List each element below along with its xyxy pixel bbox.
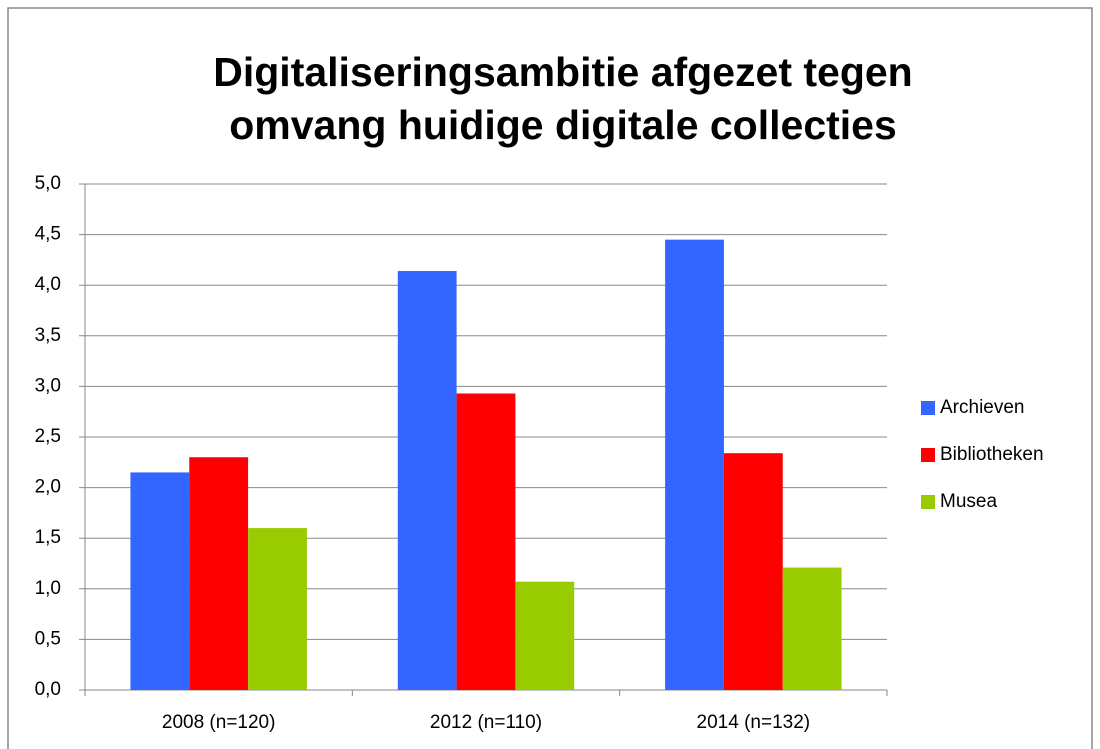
x-tick-label: 2014 (n=132) (697, 712, 811, 733)
y-tick-label: 3,0 (35, 375, 61, 396)
chart-title: omvang huidige digitale collecties (229, 102, 897, 148)
bar (130, 472, 190, 690)
bar (515, 581, 575, 690)
chart-title: Digitaliseringsambitie afgezet tegen (213, 49, 912, 95)
bar (456, 393, 516, 690)
y-tick-label: 4,0 (35, 274, 61, 295)
bar (397, 271, 457, 690)
y-tick-label: 4,5 (35, 224, 61, 245)
bar (248, 528, 307, 690)
x-tick-label: 2008 (n=120) (162, 712, 276, 733)
legend-swatch (921, 495, 935, 509)
legend-label: Musea (940, 491, 997, 512)
bar (665, 239, 724, 690)
bar (723, 453, 783, 690)
x-tick-label: 2012 (n=110) (430, 712, 542, 733)
bar (189, 457, 249, 690)
y-tick-label: 0,5 (35, 628, 61, 649)
legend-label: Archieven (940, 397, 1025, 418)
legend-swatch (921, 401, 935, 415)
y-tick-label: 0,0 (35, 679, 61, 700)
y-tick-label: 2,5 (35, 426, 61, 447)
y-tick-label: 1,0 (35, 578, 61, 599)
legend-swatch (921, 448, 935, 462)
y-tick-label: 5,0 (35, 173, 61, 194)
y-tick-label: 1,5 (35, 527, 61, 548)
legend-label: Bibliotheken (940, 444, 1044, 465)
y-tick-label: 2,0 (35, 477, 61, 498)
y-tick-label: 3,5 (35, 325, 61, 346)
bar (782, 567, 842, 690)
